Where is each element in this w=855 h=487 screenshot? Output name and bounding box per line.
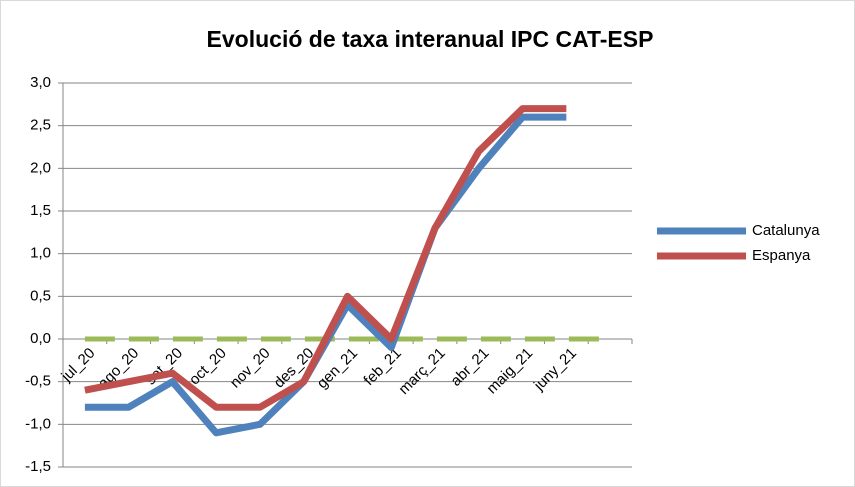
y-tick-label: 0,0 xyxy=(30,330,51,347)
y-tick-label: -1,0 xyxy=(25,415,51,432)
y-tick-label: 2,0 xyxy=(30,159,51,176)
y-tick-label: -1,5 xyxy=(25,458,51,475)
chart-title: Evolució de taxa interanual IPC CAT-ESP xyxy=(207,26,654,52)
y-tick-label: -0,5 xyxy=(25,373,51,390)
y-tick-label: 3,0 xyxy=(30,74,51,91)
y-tick-label: 1,5 xyxy=(30,202,51,219)
legend-label: Espanya xyxy=(752,247,811,264)
legend-label: Catalunya xyxy=(752,222,820,239)
y-tick-label: 2,5 xyxy=(30,117,51,134)
y-tick-label: 1,0 xyxy=(30,245,51,262)
series-line xyxy=(84,105,567,411)
y-tick-label: 0,5 xyxy=(30,287,51,304)
